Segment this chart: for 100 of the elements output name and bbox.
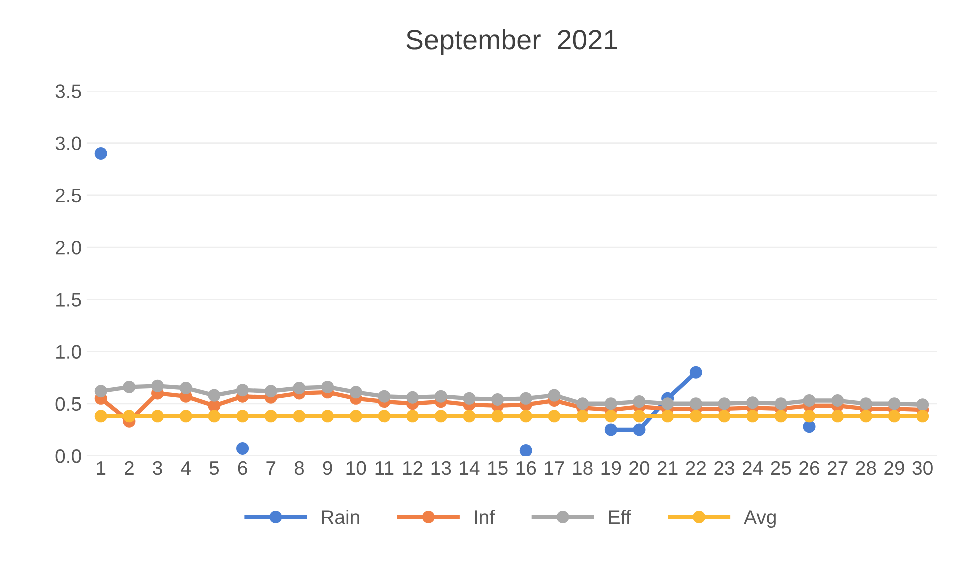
x-tick-label: 30 [912,461,933,476]
point [718,410,731,423]
point [916,410,930,423]
x-tick-label: 22 [686,461,706,475]
point [264,410,278,423]
legend-label: Eff [609,510,632,524]
point [888,410,901,423]
point [152,380,164,392]
x-tick-label: 2 [125,461,134,475]
point [236,410,250,423]
point [860,398,872,410]
point [463,392,476,405]
x-tick-label: 11 [376,462,394,475]
point [236,384,250,397]
chart-title: September 2021 [406,29,618,56]
point [633,396,646,408]
point [520,392,532,405]
x-tick-label: 3 [153,461,162,476]
point [350,386,362,399]
point [293,410,306,423]
y-tick-label: 0.5 [56,397,82,412]
point [576,410,590,423]
point [576,398,590,410]
point [378,390,391,403]
point [434,410,448,423]
point [123,380,136,394]
y-tick-label: 2.5 [56,188,82,203]
point [322,410,334,423]
legend-label: Avg [744,510,776,528]
point [832,410,844,423]
x-tick-label: 21 [658,461,678,475]
point [774,410,788,423]
x-tick-label: 19 [602,461,622,476]
point [463,410,476,423]
legend-label: Inf [475,510,496,524]
x-tick-label: 8 [294,461,304,476]
point [746,410,760,423]
x-tick-label: 26 [800,461,820,476]
point [803,394,816,408]
point [604,398,618,410]
point [94,385,108,398]
point [888,398,901,410]
x-tick-label: 29 [884,461,904,476]
x-tick-label: 17 [545,462,564,475]
y-tick-label: 2.0 [56,241,82,255]
point [662,410,674,423]
x-tick-label: 23 [714,461,734,476]
point [520,410,532,423]
x-tick-label: 5 [210,462,220,476]
point [94,147,108,160]
point [633,410,646,423]
point [690,398,702,410]
y-tick-label: 3.5 [56,84,82,98]
x-tick-label: 20 [630,461,650,476]
point [718,398,731,410]
point [520,444,532,456]
point [916,398,930,412]
point [690,410,702,423]
point [208,389,221,402]
x-tick-label: 15 [488,462,508,476]
point [548,389,561,402]
x-tick-label: 16 [516,461,536,476]
y-tick-label: 3.0 [56,136,82,151]
point [746,396,760,410]
x-tick-label: 25 [771,461,792,476]
x-tick-label: 28 [856,461,876,476]
x-tick-label: 1 [97,462,106,475]
point [662,398,674,410]
point [492,393,504,406]
x-tick-label: 18 [573,461,593,476]
point [434,390,448,403]
x-tick-label: 27 [828,461,848,475]
point [350,410,362,423]
point [264,385,278,398]
y-tick-label: 1.5 [56,293,82,307]
x-tick-label: 4 [181,462,191,475]
point [180,410,192,423]
point [152,410,164,423]
y-tick-label: 0.0 [56,449,82,464]
point [690,366,702,379]
x-tick-label: 14 [460,462,480,475]
x-tick-label: 24 [743,461,764,475]
point [236,442,250,455]
x-tick-label: 6 [238,461,248,476]
point [548,410,561,423]
point [322,380,334,394]
x-tick-label: 9 [323,461,332,476]
point [378,410,391,423]
x-tick-label: 10 [346,461,366,476]
x-tick-label: 13 [432,461,452,476]
point [803,410,816,423]
point [832,394,844,408]
legend-label: Rain [322,510,360,524]
point [604,410,618,423]
point [94,410,108,423]
point [492,410,504,423]
y-tick-label: 1.0 [56,345,82,360]
point [633,424,646,436]
x-tick-label: 12 [403,461,423,475]
point [123,410,136,423]
